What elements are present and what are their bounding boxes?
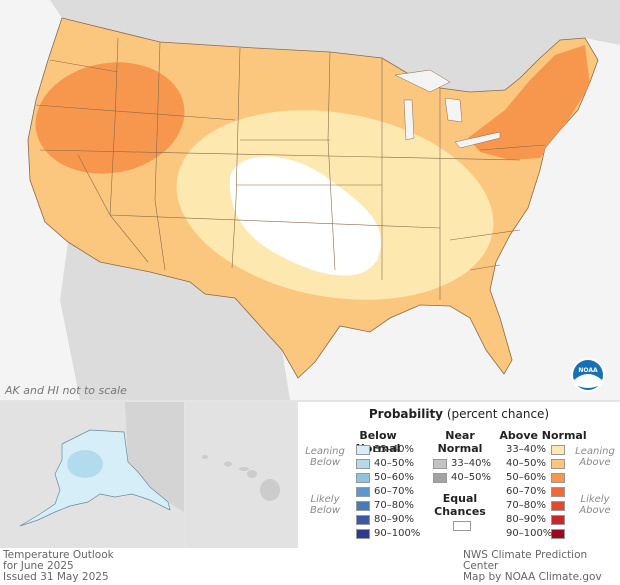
near-normal-header-2: Normal — [437, 442, 483, 455]
label-below-70-80: 70–80% — [374, 500, 414, 511]
lake-erie — [454, 131, 501, 149]
label-above-50-60: 50–60% — [506, 472, 546, 483]
lake-michigan — [403, 99, 415, 141]
outlook-title-line-1: Temperature Outlook — [3, 549, 114, 561]
alaska-outline — [19, 429, 171, 527]
leaning-above-label: Leaning Above — [570, 446, 620, 468]
credit-line-1: NWS Climate Prediction Center — [463, 549, 588, 572]
outlook-title: Temperature Outlook for June 2025 Issued… — [3, 550, 114, 583]
legend-title-rest: (percent chance) — [443, 407, 550, 421]
credits: NWS Climate Prediction Center Map by NOA… — [463, 550, 620, 583]
swatch-below-90-100 — [356, 529, 370, 539]
likely-below-label: Likely Below — [300, 494, 350, 516]
label-above-70-80: 70–80% — [506, 500, 546, 511]
label-below-33-40: 33–40% — [374, 444, 414, 455]
label-below-60-70: 60–70% — [374, 486, 414, 497]
label-below-90-100: 90–100% — [374, 528, 421, 539]
alaska-panel — [0, 402, 184, 548]
alaska-zone-below-40-50 — [67, 450, 103, 478]
leaning-above-line-2: Above — [579, 457, 611, 468]
swatch-above-33-40 — [551, 445, 565, 455]
near-normal-header-1: Near — [445, 429, 475, 442]
noaa-logo-text: NOAA — [578, 367, 598, 374]
legend: Probability (percent chance) Below Norma… — [298, 402, 620, 548]
swatch-equal-chances — [453, 521, 471, 531]
label-near-33-40: 33–40% — [451, 458, 491, 469]
credit-line-2: Map by NOAA Climate.gov — [463, 571, 602, 583]
label-above-33-40: 33–40% — [506, 444, 546, 455]
label-above-90-100: 90–100% — [506, 528, 553, 539]
swatch-below-70-80 — [356, 501, 370, 511]
swatch-near-40-50 — [433, 473, 447, 483]
likely-above-label: Likely Above — [570, 494, 620, 516]
swatch-below-80-90 — [356, 515, 370, 525]
lake-huron — [444, 97, 463, 123]
canada-land — [0, 0, 620, 92]
zone-equal-chances — [229, 156, 382, 276]
hawaii-molokai — [239, 467, 249, 471]
swatch-above-80-90 — [551, 515, 565, 525]
footer: Temperature Outlook for June 2025 Issued… — [0, 548, 620, 585]
swatch-below-40-50 — [356, 459, 370, 469]
likely-above-line-1: Likely — [580, 494, 610, 505]
swatch-above-60-70 — [551, 487, 565, 497]
leaning-above-line-1: Leaning — [575, 446, 615, 457]
label-below-50-60: 50–60% — [374, 472, 414, 483]
swatch-below-50-60 — [356, 473, 370, 483]
main-map: NOAA AK and HI not to scale — [0, 0, 620, 400]
issued-date: Issued 31 May 2025 — [3, 571, 109, 583]
swatch-above-90-100 — [551, 529, 565, 539]
noaa-logo — [571, 358, 605, 392]
swatch-above-70-80 — [551, 501, 565, 511]
hawaii-oahu — [224, 461, 232, 467]
swatch-above-50-60 — [551, 473, 565, 483]
mexico-land — [60, 242, 290, 400]
hawaii-map — [202, 455, 280, 501]
label-above-80-90: 80–90% — [506, 514, 546, 525]
swatch-near-33-40 — [433, 459, 447, 469]
outlook-title-line-2: for June 2025 — [3, 560, 74, 572]
equal-chances-line-1: Equal — [442, 492, 478, 505]
canada-land-ak — [125, 402, 184, 512]
legend-title-bold: Probability — [368, 407, 444, 421]
leaning-below-label: Leaning Below — [300, 446, 350, 468]
label-below-80-90: 80–90% — [374, 514, 414, 525]
swatch-below-33-40 — [356, 445, 370, 455]
likely-above-line-2: Above — [579, 505, 611, 516]
above-normal-header: Above Normal — [499, 429, 587, 442]
leaning-below-line-1: Leaning — [305, 446, 345, 457]
zone-above-50-60-west — [35, 62, 185, 174]
likely-below-line-2: Below — [309, 505, 341, 516]
alaska-map — [19, 402, 184, 527]
hawaii-maui — [247, 470, 257, 478]
state-boundaries — [35, 37, 546, 300]
likely-below-line-1: Likely — [310, 494, 340, 505]
hawaii-panel — [186, 402, 296, 548]
leaning-below-line-2: Below — [309, 457, 341, 468]
swatch-above-40-50 — [551, 459, 565, 469]
hawaii-big-island — [260, 479, 280, 501]
label-below-40-50: 40–50% — [374, 458, 414, 469]
label-above-60-70: 60–70% — [506, 486, 546, 497]
lake-superior — [394, 69, 451, 93]
label-near-40-50: 40–50% — [451, 472, 491, 483]
equal-chances-line-2: Chances — [434, 505, 486, 518]
swatch-below-60-70 — [356, 487, 370, 497]
hawaii-kauai — [202, 455, 208, 459]
label-above-40-50: 40–50% — [506, 458, 546, 469]
scale-note: AK and HI not to scale — [5, 384, 127, 397]
contiguous-us-map: NOAA — [0, 0, 620, 400]
legend-title: Probability (percent chance) — [298, 407, 620, 421]
